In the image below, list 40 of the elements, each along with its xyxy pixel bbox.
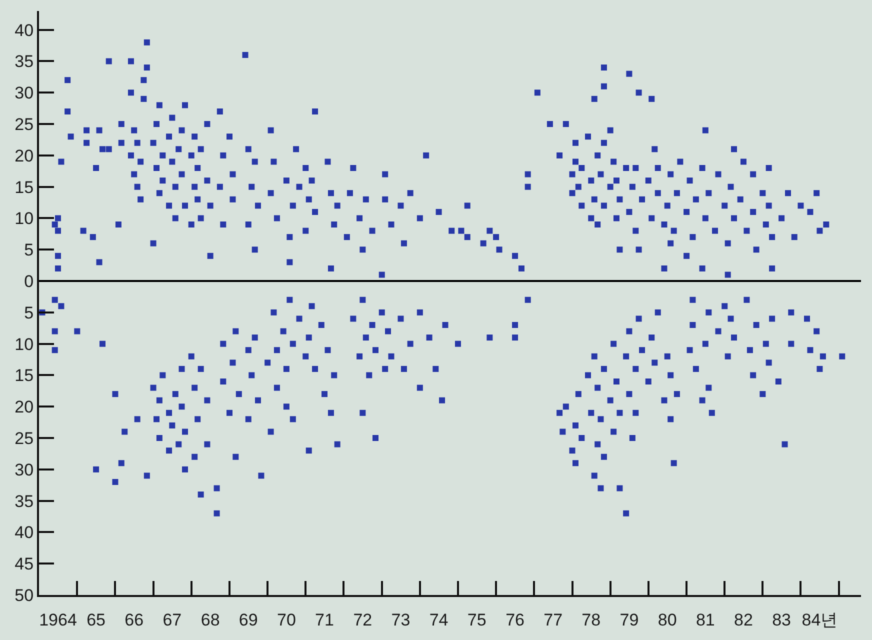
x-tick-label: 68	[200, 610, 220, 630]
y-tick-label: 35	[14, 52, 34, 72]
x-tick-label: 79	[620, 610, 639, 630]
y-tick-label: 30	[14, 460, 34, 480]
y-tick-label: 30	[14, 84, 34, 103]
y-tick-label: 50	[14, 586, 34, 605]
y-tick-label: 25	[14, 428, 34, 448]
x-tick-label: 83	[772, 610, 791, 630]
x-tick-label: 72	[353, 610, 372, 630]
y-tick-label: 35	[14, 492, 34, 511]
y-tick-label: 0	[24, 272, 34, 291]
y-tick-label: 45	[14, 554, 34, 574]
y-tick-label: 10	[14, 209, 34, 228]
x-tick-label: 70	[276, 610, 296, 630]
x-tick-label: 1964	[39, 610, 77, 630]
x-tick-label: 77	[544, 610, 563, 630]
x-tick-label: 69	[238, 610, 258, 630]
y-tick-label: 15	[14, 178, 34, 197]
y-tick-label: 40	[14, 20, 34, 40]
x-tick-label: 81	[696, 610, 715, 630]
x-tick-label: 76	[506, 610, 524, 630]
x-tick-label: 74	[429, 610, 448, 630]
x-tick-label: 66	[124, 610, 144, 630]
x-tick-label: 84년	[802, 610, 838, 630]
y-tick-label: 25	[14, 114, 34, 134]
x-tick-label: 75	[467, 610, 486, 630]
x-tick-label: 71	[315, 610, 334, 630]
y-tick-label: 5	[24, 303, 34, 322]
x-tick-label: 78	[582, 610, 601, 630]
x-tick-label: 80	[658, 610, 677, 630]
y-tick-label: 20	[14, 398, 34, 417]
x-tick-label: 82	[734, 610, 753, 630]
y-tick-label: 5	[24, 240, 34, 260]
x-tick-label: 73	[391, 610, 410, 630]
y-tick-label: 20	[14, 146, 34, 166]
y-tick-label: 40	[14, 523, 34, 542]
y-tick-label: 10	[14, 334, 34, 354]
x-tick-label: 67	[162, 610, 182, 630]
x-tick-label: 65	[86, 610, 106, 630]
y-tick-label: 15	[14, 366, 34, 386]
